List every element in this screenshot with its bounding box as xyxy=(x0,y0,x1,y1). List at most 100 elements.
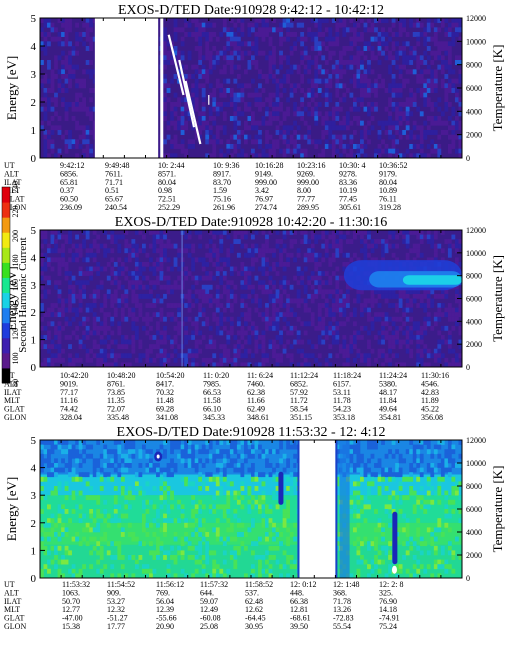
ephemeris-value: 0.37 xyxy=(60,186,74,195)
y-right-tick-label: 4000 xyxy=(466,528,482,537)
ephemeris-value: 8417. xyxy=(156,379,174,388)
ephemeris-value: 30.95 xyxy=(245,622,263,631)
ephemeris-value: 11.16 xyxy=(60,396,78,405)
y-axis-label-right: Temperature [K] xyxy=(490,255,505,342)
ephemeris-value: 999.00 xyxy=(297,178,319,187)
ephemeris-value: 345.33 xyxy=(203,413,225,422)
ephemeris-value: 11:18:24 xyxy=(333,371,361,380)
ephemeris-value: 77.17 xyxy=(60,388,78,397)
ephemeris-value: 4546. xyxy=(421,379,439,388)
ephemeris-value: 50.70 xyxy=(62,597,80,606)
ephemeris-value: 12.39 xyxy=(156,605,174,614)
panel-2: EXOS-D/TED Date:910928 10:42:20 - 11:30:… xyxy=(4,215,505,422)
y-right-tick-label: 2000 xyxy=(466,131,482,140)
ephemeris-value: 7611. xyxy=(105,169,123,178)
ephemeris-value: 11:58:52 xyxy=(245,580,273,589)
colorbar-segment xyxy=(2,337,10,354)
y-tick-label: 2 xyxy=(31,307,37,319)
ephemeris-value: 9:49:48 xyxy=(105,161,129,170)
ephemeris-row-label: ALT xyxy=(4,379,19,388)
y-tick-label: 2 xyxy=(31,518,37,530)
energy-band xyxy=(40,474,462,496)
ephemeris-value: 356.08 xyxy=(421,413,443,422)
ephemeris-value: 10:42:20 xyxy=(60,371,88,380)
y-tick-label: 0 xyxy=(31,362,37,374)
colorbar-segment xyxy=(2,352,10,369)
ephemeris-value: 49.64 xyxy=(379,405,397,414)
data-gap xyxy=(160,18,164,158)
ephemeris-value: 9278. xyxy=(339,169,357,178)
ephemeris-value: 5380. xyxy=(379,379,397,388)
y-tick-label: 5 xyxy=(31,13,37,25)
ephemeris-value: 10:48:20 xyxy=(107,371,135,380)
ephemeris-value: 11: 0:20 xyxy=(203,371,229,380)
ephemeris-value: 12: 2: 8 xyxy=(379,580,403,589)
y-right-tick-label: 12000 xyxy=(466,14,486,23)
ephemeris-row-label: GLAT xyxy=(4,614,25,623)
colorbar-segment xyxy=(2,232,10,248)
y-right-tick-label: 8000 xyxy=(466,272,482,281)
gap-edge xyxy=(297,440,300,578)
data-gap xyxy=(94,18,159,158)
ephemeris-row-label: ILAT xyxy=(4,597,21,606)
ephemeris-value: 10: 2:44 xyxy=(158,161,184,170)
ephemeris-value: 348.61 xyxy=(247,413,269,422)
y-right-tick-label: 12000 xyxy=(466,436,486,445)
ephemeris-value: 14.18 xyxy=(379,605,397,614)
ephemeris-row-label: MLT xyxy=(4,186,20,195)
ephemeris-value: 7460. xyxy=(247,379,265,388)
ephemeris-value: 11.58 xyxy=(203,396,221,405)
ephemeris-value: 11.72 xyxy=(290,396,308,405)
y-right-tick-label: 2000 xyxy=(466,340,482,349)
ephemeris-row-label: ALT xyxy=(4,169,19,178)
ephemeris-value: 319.28 xyxy=(379,203,401,212)
ephemeris-value: 1.59 xyxy=(213,186,227,195)
colorbar-segment xyxy=(2,217,10,233)
ephemeris-row-label: GLON xyxy=(4,203,26,212)
ephemeris-value: 20.90 xyxy=(156,622,174,631)
ephemeris-value: 8571. xyxy=(158,169,176,178)
ephemeris-row-label: GLON xyxy=(4,622,26,631)
ephemeris-value: 80.04 xyxy=(379,178,397,187)
ephemeris-value: 537. xyxy=(245,588,259,597)
gap-edge xyxy=(339,440,350,578)
ephemeris-row-label: MLT xyxy=(4,605,20,614)
ephemeris-value: 76.11 xyxy=(379,195,397,204)
ephemeris-value: 12.49 xyxy=(200,605,218,614)
ephemeris-value: 11:12:24 xyxy=(290,371,318,380)
ephemeris-row-label: GLAT xyxy=(4,195,25,204)
ephemeris-value: 69.28 xyxy=(156,405,174,414)
ephemeris-value: 325. xyxy=(379,588,393,597)
y-axis-label: Energy [eV] xyxy=(4,477,19,541)
ephemeris-value: 9269. xyxy=(297,169,315,178)
ephemeris-value: 80.04 xyxy=(158,178,176,187)
ephemeris-value: 17.77 xyxy=(107,622,125,631)
ephemeris-value: 72.51 xyxy=(158,195,176,204)
ephemeris-value: 252.29 xyxy=(158,203,180,212)
ephemeris-value: 73.85 xyxy=(107,388,125,397)
ephemeris-value: 39.50 xyxy=(290,622,308,631)
ephemeris-value: 10.89 xyxy=(379,186,397,195)
colorbar: 80 100 120 140 160 180 200 220 240 Second Harmoni… xyxy=(1,181,29,387)
ephemeris-value: -68.61 xyxy=(290,614,311,623)
ephemeris-value: 6157. xyxy=(333,379,351,388)
plot-area xyxy=(40,18,462,158)
ephemeris-table: UTALTILATMLTGLATGLON11:53:321063.50.7012… xyxy=(4,580,403,631)
ephemeris-value: 62.48 xyxy=(245,597,263,606)
y-right-tick-label: 6000 xyxy=(466,505,482,514)
ephemeris-value: 71.71 xyxy=(105,178,123,187)
ephemeris-value: 1063. xyxy=(62,588,80,597)
y-right-tick-label: 8000 xyxy=(466,482,482,491)
blob-core xyxy=(156,454,160,459)
blob xyxy=(392,511,398,565)
plot-area xyxy=(40,230,462,367)
panel-3: EXOS-D/TED Date:910928 11:53:32 - 12: 4:… xyxy=(4,425,505,631)
colorbar-tick-label: 220 xyxy=(11,206,20,218)
y-tick-label: 5 xyxy=(31,225,37,237)
y-tick-label: 5 xyxy=(31,435,37,447)
ephemeris-value: 769. xyxy=(156,588,170,597)
ephemeris-value: 53.27 xyxy=(107,597,125,606)
y-axis-label-right: Temperature [K] xyxy=(490,466,505,553)
